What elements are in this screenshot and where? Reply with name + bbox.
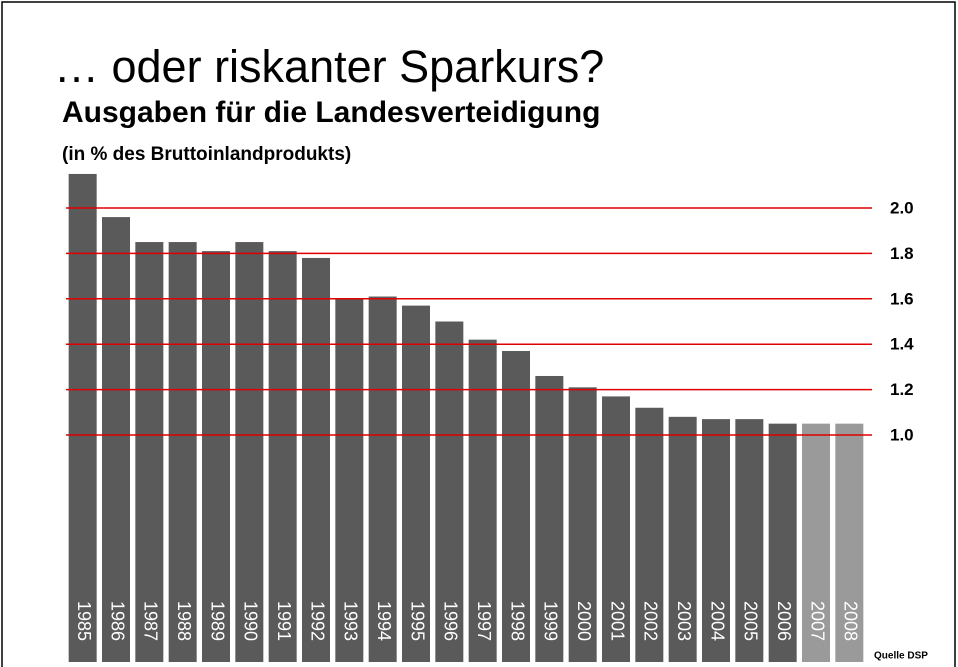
bar: [535, 375, 564, 662]
x-tick-label: 1991: [274, 601, 294, 641]
x-tick-label: 1988: [174, 601, 194, 641]
bar: [668, 416, 697, 662]
bar: [335, 298, 364, 662]
bar: [635, 407, 664, 662]
bar: [302, 257, 330, 662]
x-tick-label: 1999: [541, 601, 561, 641]
x-tick-label: 2001: [607, 601, 627, 641]
source-note: Quelle DSP: [874, 651, 928, 662]
x-tick-label: 2002: [641, 601, 661, 641]
x-tick-label: 1994: [374, 601, 394, 641]
x-tick-label: 2008: [841, 601, 861, 641]
x-tick-label: 1998: [507, 601, 527, 641]
bar: [468, 339, 497, 662]
x-tick-label: 1985: [74, 601, 94, 641]
x-tick-label: 2007: [807, 601, 827, 641]
bar: [368, 296, 397, 662]
y-tick-label: 1.6: [890, 289, 914, 308]
bar: [835, 423, 864, 662]
x-tick-label: 1990: [241, 601, 261, 641]
bar: [202, 251, 230, 662]
x-tick-label: 1986: [107, 601, 127, 641]
bar: [402, 305, 430, 662]
bar: [135, 242, 164, 663]
x-tick-label: 2005: [741, 601, 761, 641]
x-tick-label: 1992: [307, 601, 327, 641]
axis-label: (in % des Bruttoinlandprodukts): [62, 144, 351, 165]
x-tick-label: 2004: [707, 601, 727, 641]
bar: [802, 423, 830, 662]
bar: [768, 423, 797, 662]
bar: [702, 419, 730, 662]
y-tick-label: 1.2: [890, 380, 914, 399]
x-tick-label: 2000: [574, 601, 594, 641]
x-tick-label: 1996: [441, 601, 461, 641]
bar: [602, 396, 630, 662]
bar: [168, 242, 197, 663]
x-tick-label: 2006: [774, 601, 794, 641]
bar: [68, 173, 97, 662]
y-tick-label: 2.0: [890, 198, 914, 217]
bar: [502, 351, 530, 662]
bar: [102, 217, 130, 662]
bar: [568, 387, 597, 662]
y-tick-label: 1.8: [890, 244, 914, 263]
x-tick-label: 2003: [674, 601, 694, 641]
bar: [268, 251, 297, 662]
chart-title: … oder riskanter Sparkurs?: [54, 41, 604, 92]
bar: [435, 321, 464, 662]
x-tick-label: 1993: [341, 601, 361, 641]
bar: [235, 242, 264, 663]
x-tick-label: 1989: [207, 601, 227, 641]
x-tick-label: 1987: [141, 601, 161, 641]
bar: [735, 419, 764, 662]
y-tick-label: 1.4: [890, 335, 914, 354]
chart-subtitle: Ausgaben für die Landesverteidigung: [62, 96, 600, 129]
x-tick-label: 1997: [474, 601, 494, 641]
x-tick-label: 1995: [407, 601, 427, 641]
y-tick-label: 1.0: [890, 425, 914, 444]
